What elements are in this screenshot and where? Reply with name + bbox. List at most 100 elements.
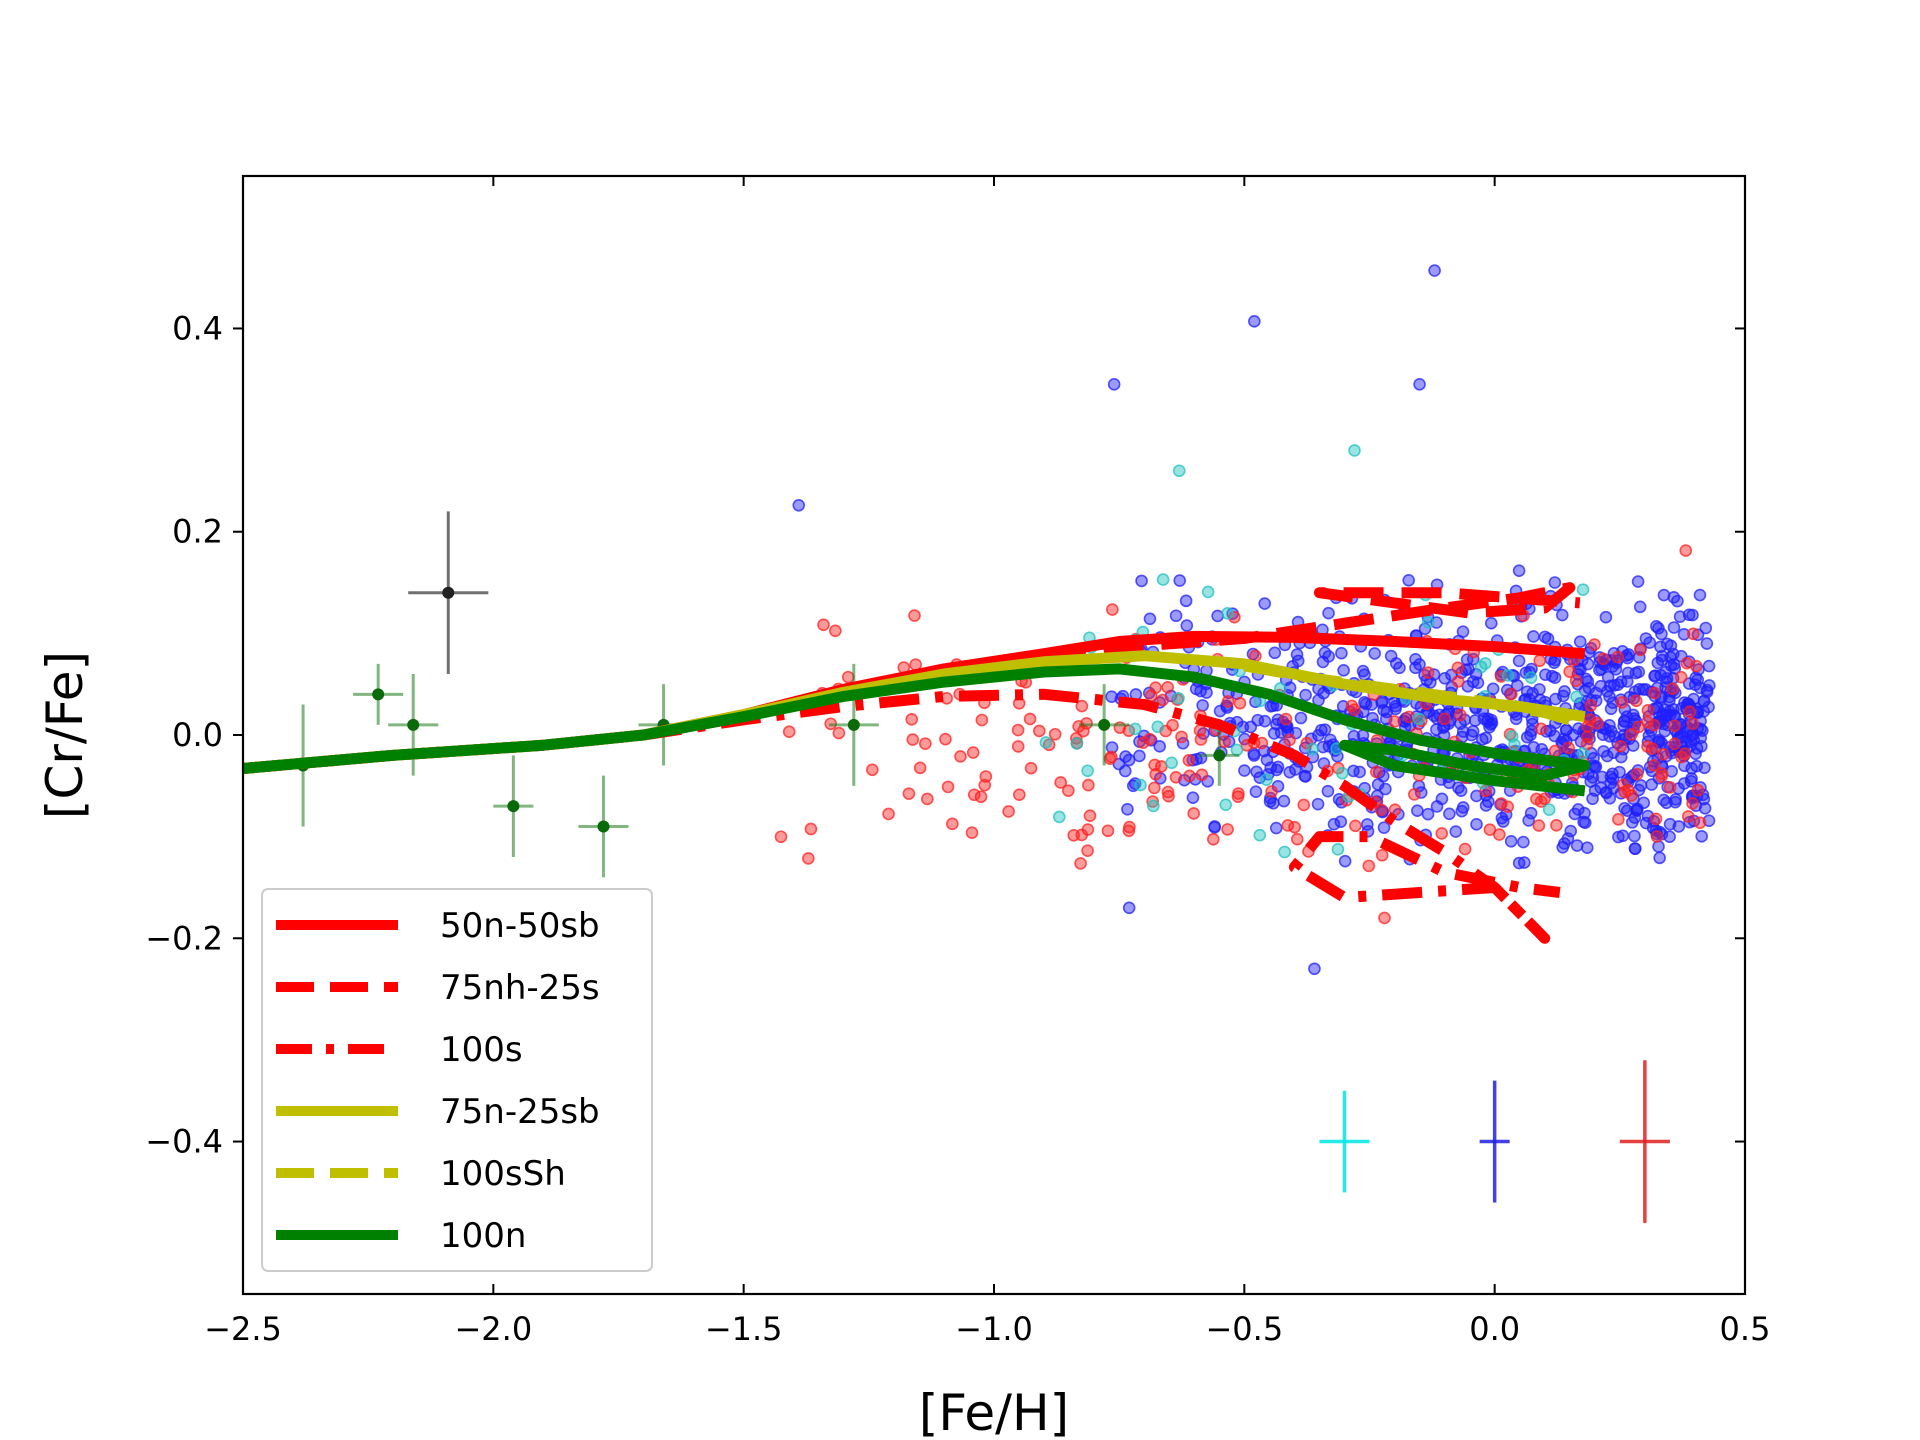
scatter-point-thick-disk: [975, 713, 989, 727]
scatter-point-thick-disk: [1143, 732, 1156, 746]
scatter-point-thin-disk: [1260, 753, 1274, 767]
scatter-point-thin-disk: [1360, 818, 1374, 831]
scatter-point-thin-disk: [1337, 664, 1350, 677]
special-point: [442, 586, 455, 599]
x-tick-label: −1.0: [955, 1310, 1033, 1348]
outlier-point: [1107, 378, 1121, 391]
scatter-point-thin-disk: [1669, 793, 1682, 806]
scatter-point-thin-disk: [1283, 765, 1297, 779]
scatter-point-thin-disk: [1435, 792, 1449, 806]
scatter-point-intermediate: [1201, 585, 1215, 599]
scatter-point-thick-disk: [1453, 708, 1467, 722]
scatter-point-thick-disk: [1290, 832, 1304, 846]
scatter-point-thin-disk: [1667, 591, 1681, 604]
scatter-point-thick-disk: [1183, 769, 1196, 783]
outlier-point: [1378, 911, 1391, 925]
scatter-point-intermediate: [1156, 573, 1170, 586]
scatter-point-intermediate: [1336, 766, 1349, 780]
scatter-point-intermediate: [1576, 747, 1590, 760]
scatter-point-thin-disk: [1621, 666, 1635, 680]
scatter-point-thick-disk: [1161, 680, 1174, 694]
scatter-point-thin-disk: [1389, 699, 1402, 713]
scatter-point-intermediate: [1421, 615, 1435, 629]
scatter-point-thin-disk: [1628, 829, 1641, 843]
scatter-point-thick-disk: [1012, 788, 1026, 802]
scatter-point-thick-disk: [1690, 659, 1703, 673]
scatter-point-thick-disk: [967, 788, 981, 802]
scatter-point-thin-disk: [1375, 696, 1389, 710]
scatter-point-thick-disk: [1451, 675, 1465, 688]
scatter-point-intermediate: [1147, 799, 1160, 813]
scatter-point-thin-disk: [1631, 802, 1644, 816]
scatter-point-thin-disk: [1269, 821, 1283, 835]
scatter-point-thick-disk: [1647, 759, 1661, 772]
scatter-point-thin-disk: [1316, 655, 1330, 669]
scatter-point-thin-disk: [1449, 825, 1463, 838]
scatter-point-thick-disk: [1075, 828, 1089, 842]
scatter-point-thick-disk: [1641, 703, 1655, 717]
scatter-point-thin-disk: [1475, 733, 1489, 746]
x-tick-label: −2.0: [454, 1310, 532, 1348]
outlier-point: [1172, 464, 1186, 478]
scatter-point-thin-disk: [1527, 741, 1540, 754]
scatter-point-thick-disk: [1123, 820, 1136, 834]
scatter-point-thin-disk: [1522, 814, 1535, 827]
scatter-point-thick-disk: [1438, 712, 1452, 726]
scatter-point-thin-disk: [1664, 659, 1678, 672]
outlier-point: [792, 499, 806, 512]
scatter-point-thin-disk: [1377, 821, 1391, 834]
scatter-point-thin-disk: [1336, 700, 1350, 713]
halo-point: [597, 820, 610, 833]
scatter-point-thin-disk: [1570, 839, 1584, 852]
scatter-point-intermediate: [1070, 737, 1084, 750]
scatter-point-thick-disk: [941, 780, 955, 794]
scatter-point-thin-disk: [1238, 764, 1251, 777]
scatter-point-thick-disk: [965, 826, 979, 839]
scatter-point-thin-disk: [1600, 749, 1614, 763]
y-tick-label: 0.4: [172, 309, 223, 347]
scatter-point-thick-disk: [1621, 784, 1635, 797]
scatter-point-thick-disk: [913, 761, 927, 775]
scatter-point-thin-disk: [1484, 616, 1498, 630]
scatter-point-thin-disk: [1186, 791, 1200, 804]
scatter-point-thick-disk: [1629, 694, 1643, 708]
scatter-point-thick-disk: [1023, 712, 1037, 726]
outlier-point: [1348, 444, 1361, 457]
scatter-point-thin-disk: [1213, 704, 1227, 718]
scatter-point-thin-disk: [1318, 723, 1332, 736]
scatter-point-intermediate: [1278, 845, 1291, 859]
scatter-point-thick-disk: [1458, 842, 1472, 856]
scatter-point-thin-disk: [1347, 764, 1360, 778]
scatter-point-thin-disk: [1702, 659, 1716, 673]
scatter-point-thin-disk: [1462, 662, 1475, 676]
scatter-point-thick-disk: [1166, 718, 1179, 732]
scatter-point-thin-disk: [1512, 856, 1526, 870]
scatter-point-thick-disk: [1182, 753, 1196, 767]
scatter-point-thin-disk: [1421, 807, 1435, 821]
scatter-point-thin-disk: [1321, 784, 1335, 798]
scatter-point-thick-disk: [1106, 603, 1119, 616]
scatter-point-thin-disk: [1702, 679, 1716, 692]
scatter-point-thin-disk: [1509, 712, 1523, 726]
scatter-point-thick-disk: [1187, 807, 1201, 820]
scatter-point-thin-disk: [1541, 632, 1555, 645]
scatter-point-thin-disk: [1196, 699, 1209, 712]
scatter-point-thin-disk: [1380, 705, 1394, 719]
scatter-point-intermediate: [1134, 778, 1147, 792]
scatter-point-thick-disk: [1611, 650, 1625, 664]
scatter-point-thin-disk: [1294, 711, 1308, 725]
scatter-point-thick-disk: [1451, 661, 1465, 675]
scatter-point-thick-disk: [1075, 699, 1089, 713]
scatter-point-thick-disk: [1550, 818, 1563, 832]
halo-point: [1213, 749, 1226, 762]
scatter-point-thick-disk: [1388, 715, 1402, 728]
scatter-point-thin-disk: [1512, 654, 1526, 668]
scatter-point-thin-disk: [1580, 841, 1594, 855]
scatter-point-thick-disk: [1530, 792, 1543, 806]
scatter-point-thin-disk: [1699, 621, 1713, 635]
scatter-point-thick-disk: [1649, 812, 1663, 826]
scatter-point-thick-disk: [954, 750, 967, 763]
scatter-point-thick-disk: [1681, 810, 1695, 823]
scatter-point-thin-disk: [1250, 765, 1263, 779]
